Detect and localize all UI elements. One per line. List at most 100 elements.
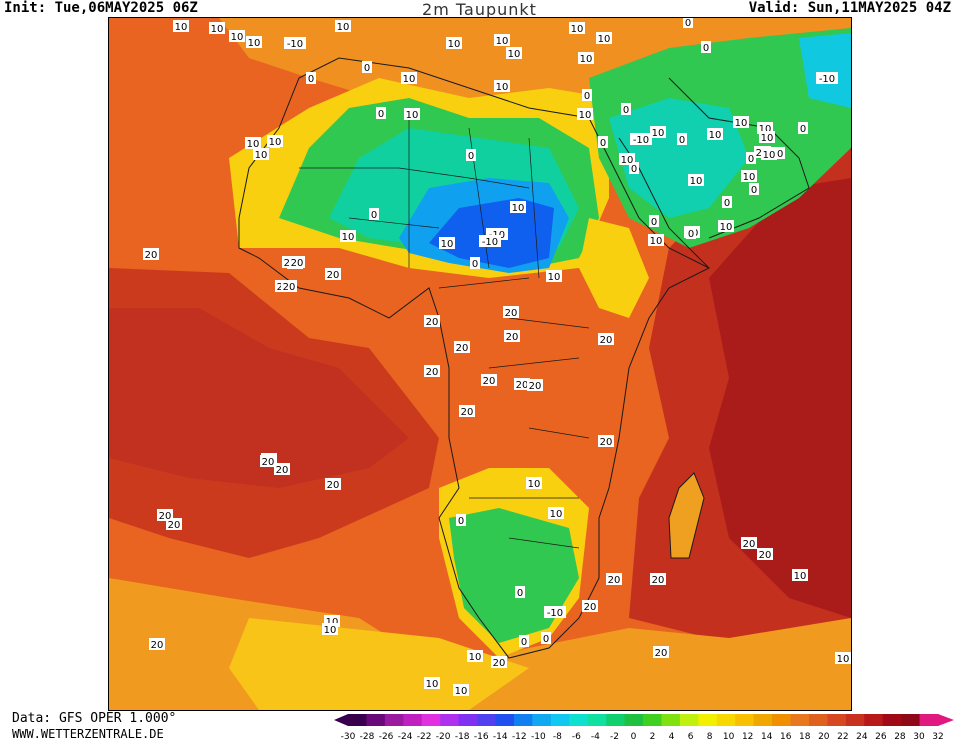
contour-label: 20 [503,306,519,319]
legend-tick-label: -12 [512,732,527,741]
contour-label: 10 [578,52,594,65]
contour-label: 20 [424,315,440,328]
svg-text:10: 10 [571,24,584,35]
svg-text:0: 0 [521,637,527,648]
valid-time-label: Valid: Sun,11MAY2025 04Z [748,0,951,16]
contour-label: 10 [173,20,189,33]
contour-label: 0 [541,632,551,645]
contour-label: 20 [653,646,669,659]
svg-text:10: 10 [652,128,665,139]
contour-label: 20 [598,435,614,448]
legend-tick-label: -2 [610,732,619,741]
svg-text:10: 10 [342,232,355,243]
legend-tick-label: 30 [913,732,925,741]
legend-tick-label: -26 [379,732,394,741]
legend-tick-label: 10 [723,732,735,741]
contour-label: -10 [630,133,652,146]
svg-text:10: 10 [326,617,339,628]
svg-text:10: 10 [469,652,482,663]
color-legend: -30 -28 -26 -24 -22 -20 -18 -16 -14 -12 -10 -8 -6 -4-… [334,714,954,741]
legend-swatch [606,714,626,726]
svg-text:10: 10 [759,124,772,135]
svg-text:10: 10 [426,679,439,690]
svg-text:0: 0 [724,198,730,209]
legend-tick-label: -8 [553,732,562,741]
contour-label: 20 [582,600,598,613]
svg-text:10: 10 [406,110,419,121]
contour-label: 10 [650,126,666,139]
legend-tick-label: 2 [650,732,656,741]
svg-text:20: 20 [262,457,275,468]
legend-tick-label: 32 [932,732,943,741]
svg-text:20: 20 [584,602,597,613]
contour-label: 20 [260,455,276,468]
svg-text:10: 10 [496,36,509,47]
contour-label: 20 [274,463,290,476]
contour-label: 0 [683,18,693,29]
svg-text:10: 10 [337,22,350,33]
contour-label: 10 [404,108,420,121]
svg-text:10: 10 [324,625,337,636]
legend-min-arrow [334,714,348,726]
svg-text:20: 20 [461,407,474,418]
legend-tick-label: 6 [688,732,694,741]
contour-label: 10 [546,270,562,283]
contour-label: 10 [340,230,356,243]
svg-text:0: 0 [685,18,691,29]
contour-label: 10 [835,652,851,665]
legend-swatch [366,714,386,726]
svg-text:10: 10 [837,654,850,665]
svg-text:10: 10 [441,239,454,250]
contour-label: 0 [701,41,711,54]
svg-text:10: 10 [709,130,722,141]
madagascar-coast [668,472,705,559]
persia-cyan-zone [799,33,851,108]
legend-swatch [827,714,847,726]
contour-label: 20 [281,280,297,293]
contour-label: 10 [401,72,417,85]
contour-label: 10 [548,507,564,520]
contour-label: 20 [157,509,173,522]
svg-text:20: 20 [505,308,518,319]
svg-text:0: 0 [364,63,370,74]
svg-text:10: 10 [455,686,468,697]
contour-label: 0 [722,196,732,209]
contour-label: 10 [335,20,351,33]
contour-label: 0 [376,107,386,120]
svg-text:10: 10 [743,172,756,183]
svg-text:0: 0 [748,154,754,165]
legend-swatch [550,714,570,726]
svg-text:20: 20 [600,335,613,346]
contour-label: 10 [761,148,777,161]
svg-text:-10: -10 [819,74,835,85]
svg-text:10: 10 [761,133,774,144]
contour-label: 20 [289,256,305,269]
svg-text:10: 10 [448,39,461,50]
svg-text:-10: -10 [547,608,563,619]
contour-label: 10 [246,36,262,49]
legend-swatch [421,714,441,726]
dewpoint-map: 10 10 10 10 -10 10 10 10 10 10 10 10 0 0 -10 0 0 10 10 10 0 1… [108,17,852,711]
website-url[interactable]: WWW.WETTERZENTRALE.DE [12,727,164,741]
legend-tick-label: 22 [837,732,848,741]
svg-text:10: 10 [579,110,592,121]
svg-text:10: 10 [548,272,561,283]
legend-tick-label: 24 [856,732,868,741]
svg-text:0: 0 [371,210,377,221]
contour-label: 20 [514,378,530,391]
legend-swatch [772,714,791,726]
legend-tick-label: -10 [531,732,546,741]
map-title: 2m Taupunkt [422,0,537,19]
legend-swatch [808,714,828,726]
data-source-label: Data: GFS OPER 1.000° [12,711,177,726]
contour-label: 10 [510,201,526,214]
svg-text:20: 20 [483,376,496,387]
svg-text:0: 0 [458,516,464,527]
svg-text:10: 10 [690,176,703,187]
arabia-coastline [668,77,810,239]
svg-text:10: 10 [550,509,563,520]
svg-text:20: 20 [608,575,621,586]
legend-tick-label: 12 [742,732,753,741]
legend-swatch [440,714,460,726]
svg-text:20: 20 [145,250,158,261]
